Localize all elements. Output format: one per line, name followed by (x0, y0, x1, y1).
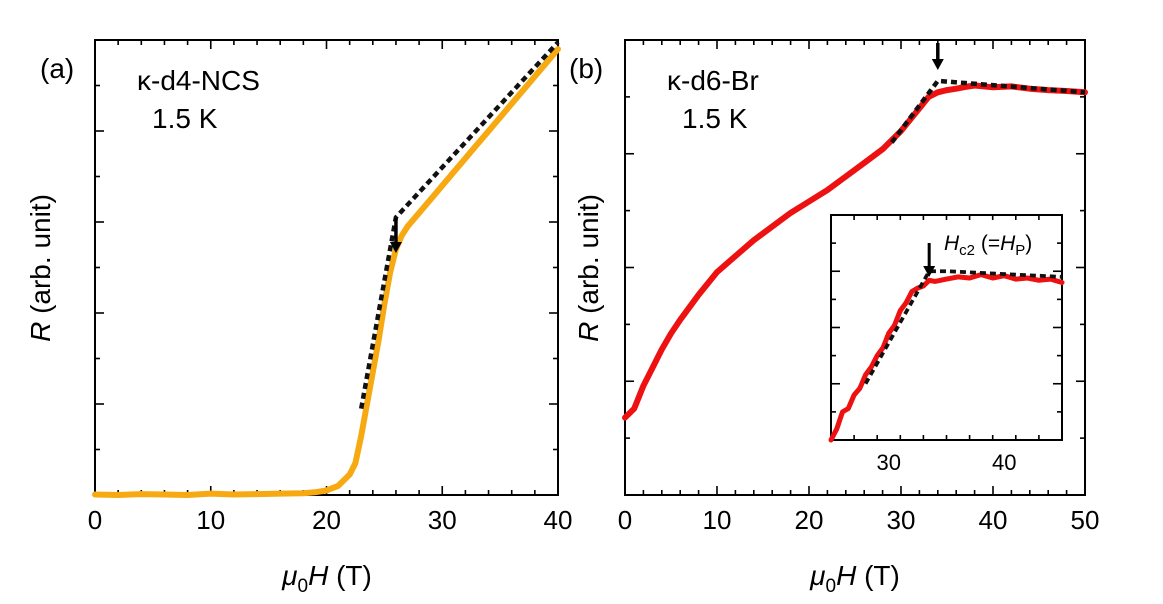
inset-hc2-arrow (923, 243, 936, 277)
panel-b-arrow-head (931, 59, 944, 70)
panel-b-hc2-arrow (931, 43, 944, 70)
inset-y-ticks (831, 214, 1062, 441)
panel-b-x-tick-label: 0 (618, 505, 632, 535)
inset-series (828, 269, 1065, 443)
panel-b-x-axis-title: μ0H (T) (809, 560, 900, 597)
panel-b-y-ticks (625, 39, 1085, 496)
inset-x-ticks: 30 40 (830, 215, 1063, 475)
panel-a-x-ticks: 0 10 20 30 40 (88, 40, 573, 535)
panel-b-inset: 30 40 Hc2 (=HP) (828, 214, 1065, 475)
panel-a-x-tick-label: 40 (544, 505, 573, 535)
panel-a-x-axis-title: μ0H (T) (281, 560, 372, 597)
panel-b-x-tick-label: 10 (703, 505, 732, 535)
panel-b-x-ticks: 0 10 20 30 40 50 (618, 40, 1100, 535)
panel-b-x-tick-label: 20 (795, 505, 824, 535)
panel-a-y-axis-title: R (arb. unit) (25, 194, 56, 342)
panel-b-x-tick-label: 50 (1071, 505, 1100, 535)
inset-extrapolation-line (863, 269, 1063, 385)
inset-arrow-head (923, 266, 936, 277)
panel-a-x-tick-label: 30 (428, 505, 457, 535)
panel-a-label: (a) (40, 53, 74, 84)
panel-b-measured-line (622, 82, 1088, 421)
panel-a-arrow-head (389, 242, 402, 253)
panel-b-series (622, 78, 1088, 421)
inset-x-tick-label: 40 (992, 450, 1016, 475)
inset-hc2-label: Hc2 (=HP) (944, 232, 1032, 259)
panel-a: 0 10 20 30 40 (a) κ-d4-NCS 1.5 K μ0H (T) R (… (25, 39, 573, 597)
panel-a-temperature: 1.5 K (152, 103, 218, 134)
panel-b-label: (b) (569, 53, 603, 84)
panel-b: 0 10 20 30 40 50 (b) κ-d6-Br 1.5 K μ0H (T) R … (569, 39, 1100, 597)
panel-a-sample: κ-d4-NCS (137, 65, 260, 96)
panel-b-x-tick-label: 40 (979, 505, 1008, 535)
panel-a-x-tick-label: 20 (312, 505, 341, 535)
panel-a-y-ticks (95, 39, 558, 496)
panel-a-series (92, 40, 561, 498)
panel-b-x-tick-label: 30 (887, 505, 916, 535)
panel-a-x-tick-label: 10 (196, 505, 225, 535)
panel-b-y-axis-title: R (arb. unit) (573, 194, 604, 342)
panel-a-x-tick-label: 0 (88, 505, 102, 535)
panel-a-extrapolation-line (358, 40, 560, 410)
inset-x-tick-label: 30 (877, 450, 901, 475)
panel-b-temperature: 1.5 K (682, 103, 748, 134)
panel-a-measured-line (92, 46, 561, 498)
inset-measured-line (828, 272, 1065, 443)
panel-a-hc2-arrow (389, 218, 402, 253)
panel-b-sample: κ-d6-Br (667, 65, 759, 96)
panel-b-extrapolation-line (889, 78, 1086, 144)
